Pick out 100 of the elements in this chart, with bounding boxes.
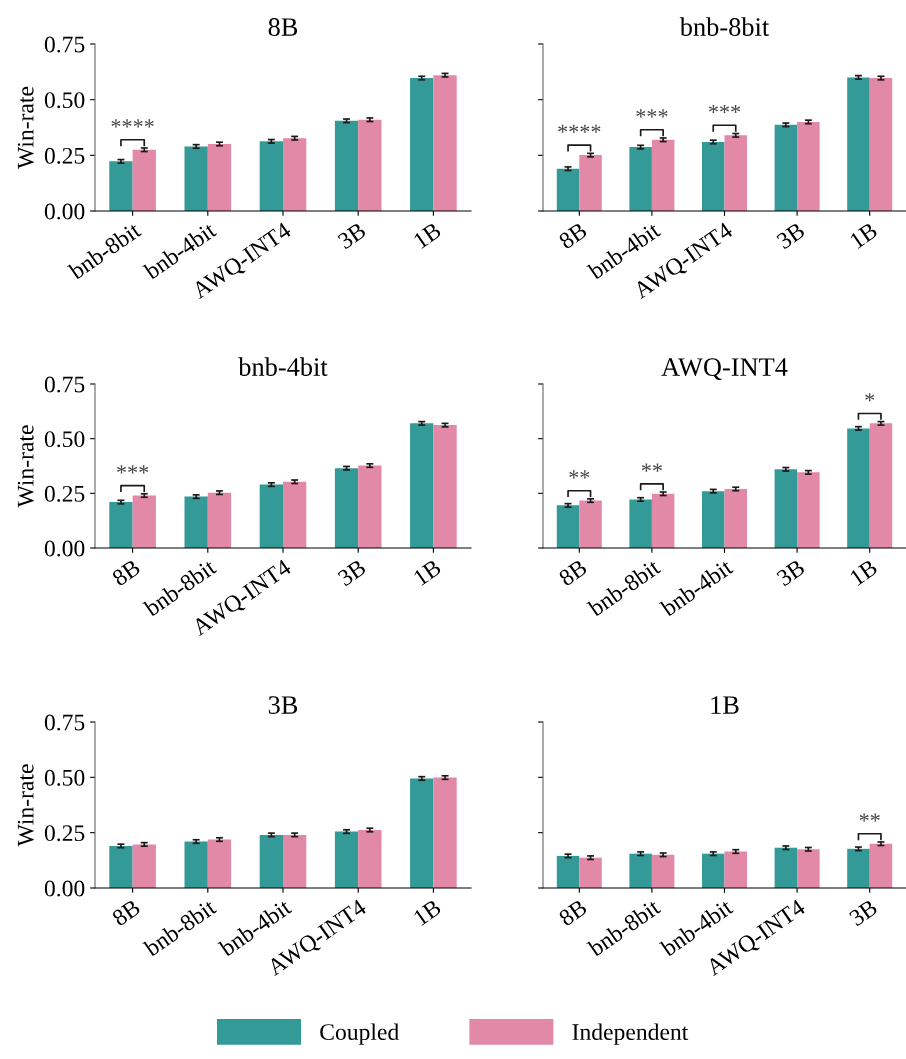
bar	[283, 481, 307, 548]
bar	[797, 849, 820, 888]
bar	[283, 138, 307, 211]
x-tick-label: 1B	[412, 559, 442, 586]
annotation: ***	[636, 109, 668, 118]
bar	[259, 834, 283, 888]
bar	[774, 124, 798, 211]
bar	[259, 484, 283, 548]
bar	[132, 844, 156, 888]
chart-title: AWQ-INT4	[661, 358, 788, 380]
annotation: ***	[117, 465, 149, 474]
bar	[847, 77, 870, 211]
bar	[283, 834, 307, 888]
x-tick-label: 3B	[848, 899, 879, 927]
y-tick-label: 0.00	[44, 540, 85, 557]
annotation: ***	[708, 104, 741, 114]
bar	[334, 468, 359, 548]
y-tick-label: 0.25	[44, 147, 85, 164]
bar	[629, 147, 652, 211]
y-tick-label: 0.75	[44, 376, 85, 393]
bar	[579, 155, 602, 211]
bar	[358, 119, 382, 211]
bar	[651, 493, 675, 548]
bar	[701, 853, 725, 888]
bar	[629, 853, 652, 888]
chart-title: 1B	[711, 696, 739, 714]
bar	[797, 121, 820, 211]
y-tick-label: 0.00	[44, 880, 85, 897]
y-tick-label: 0.50	[44, 92, 85, 109]
bar	[184, 496, 208, 548]
bar	[724, 488, 748, 548]
annotation: ****	[558, 124, 601, 133]
x-tick-label: 1B	[849, 559, 879, 586]
bar	[869, 423, 893, 548]
annotation: ****	[111, 119, 154, 128]
bar	[410, 78, 434, 211]
y-tick-label: 0.50	[44, 769, 85, 786]
bar	[207, 839, 232, 888]
bar	[132, 149, 156, 211]
x-tick-label: 8B	[557, 898, 588, 927]
chart-title: bnb-8bit	[679, 17, 770, 36]
annotation: **	[859, 813, 880, 822]
x-tick-label: 3B	[336, 559, 367, 587]
bar	[774, 469, 798, 548]
legend-label: Coupled	[320, 1023, 399, 1045]
bar	[184, 146, 208, 211]
bar	[433, 777, 457, 888]
bar	[109, 161, 133, 211]
y-tick-label: 0.50	[44, 431, 85, 448]
bar	[869, 78, 893, 211]
annotation: *	[865, 393, 875, 402]
bar	[358, 465, 382, 548]
y-tick-label: 0.75	[44, 36, 85, 53]
x-tick-label: 8B	[111, 558, 142, 587]
bar	[184, 841, 208, 888]
bar	[556, 168, 580, 211]
y-tick-label: 0.00	[44, 203, 85, 220]
chart-title: 8B	[268, 18, 298, 36]
x-tick-label: 3B	[775, 222, 806, 250]
x-tick-label: 1B	[412, 222, 442, 249]
bar	[433, 425, 457, 548]
y-tick-label: 0.75	[44, 714, 85, 731]
x-tick-label: 8B	[557, 558, 588, 587]
bar	[556, 855, 580, 888]
bar	[651, 854, 675, 888]
x-tick-label: 1B	[412, 899, 442, 926]
bar	[724, 135, 748, 211]
bar	[132, 495, 156, 548]
bar	[109, 502, 133, 548]
bar	[797, 472, 820, 548]
x-tick-label: 1B	[849, 222, 879, 249]
bar	[774, 847, 798, 888]
bar	[207, 143, 232, 211]
x-tick-label: 8B	[557, 221, 588, 250]
x-tick-label: 3B	[775, 559, 806, 587]
annotation: **	[641, 463, 662, 472]
bar	[109, 845, 133, 888]
bar	[259, 141, 283, 211]
y-axis-title: Win-rate	[17, 764, 34, 847]
chart-title: bnb-4bit	[238, 357, 328, 376]
y-tick-label: 0.25	[44, 825, 85, 842]
chart-title: 3B	[268, 696, 298, 714]
bar	[847, 848, 870, 888]
bar	[847, 428, 870, 548]
bar	[579, 500, 602, 548]
bar	[651, 139, 675, 211]
bar	[629, 499, 652, 548]
annotation: **	[569, 470, 590, 479]
bar	[334, 831, 359, 888]
bar	[207, 492, 232, 548]
bar	[334, 120, 359, 211]
bar	[410, 778, 434, 888]
y-tick-label: 0.25	[44, 485, 85, 502]
legend-label: Independent	[572, 1023, 689, 1045]
bar	[358, 830, 382, 888]
x-tick-label: 8B	[111, 898, 142, 927]
bar	[410, 423, 434, 548]
y-axis-title: Win-rate	[17, 425, 34, 508]
bar	[701, 491, 725, 548]
bar	[701, 141, 725, 211]
